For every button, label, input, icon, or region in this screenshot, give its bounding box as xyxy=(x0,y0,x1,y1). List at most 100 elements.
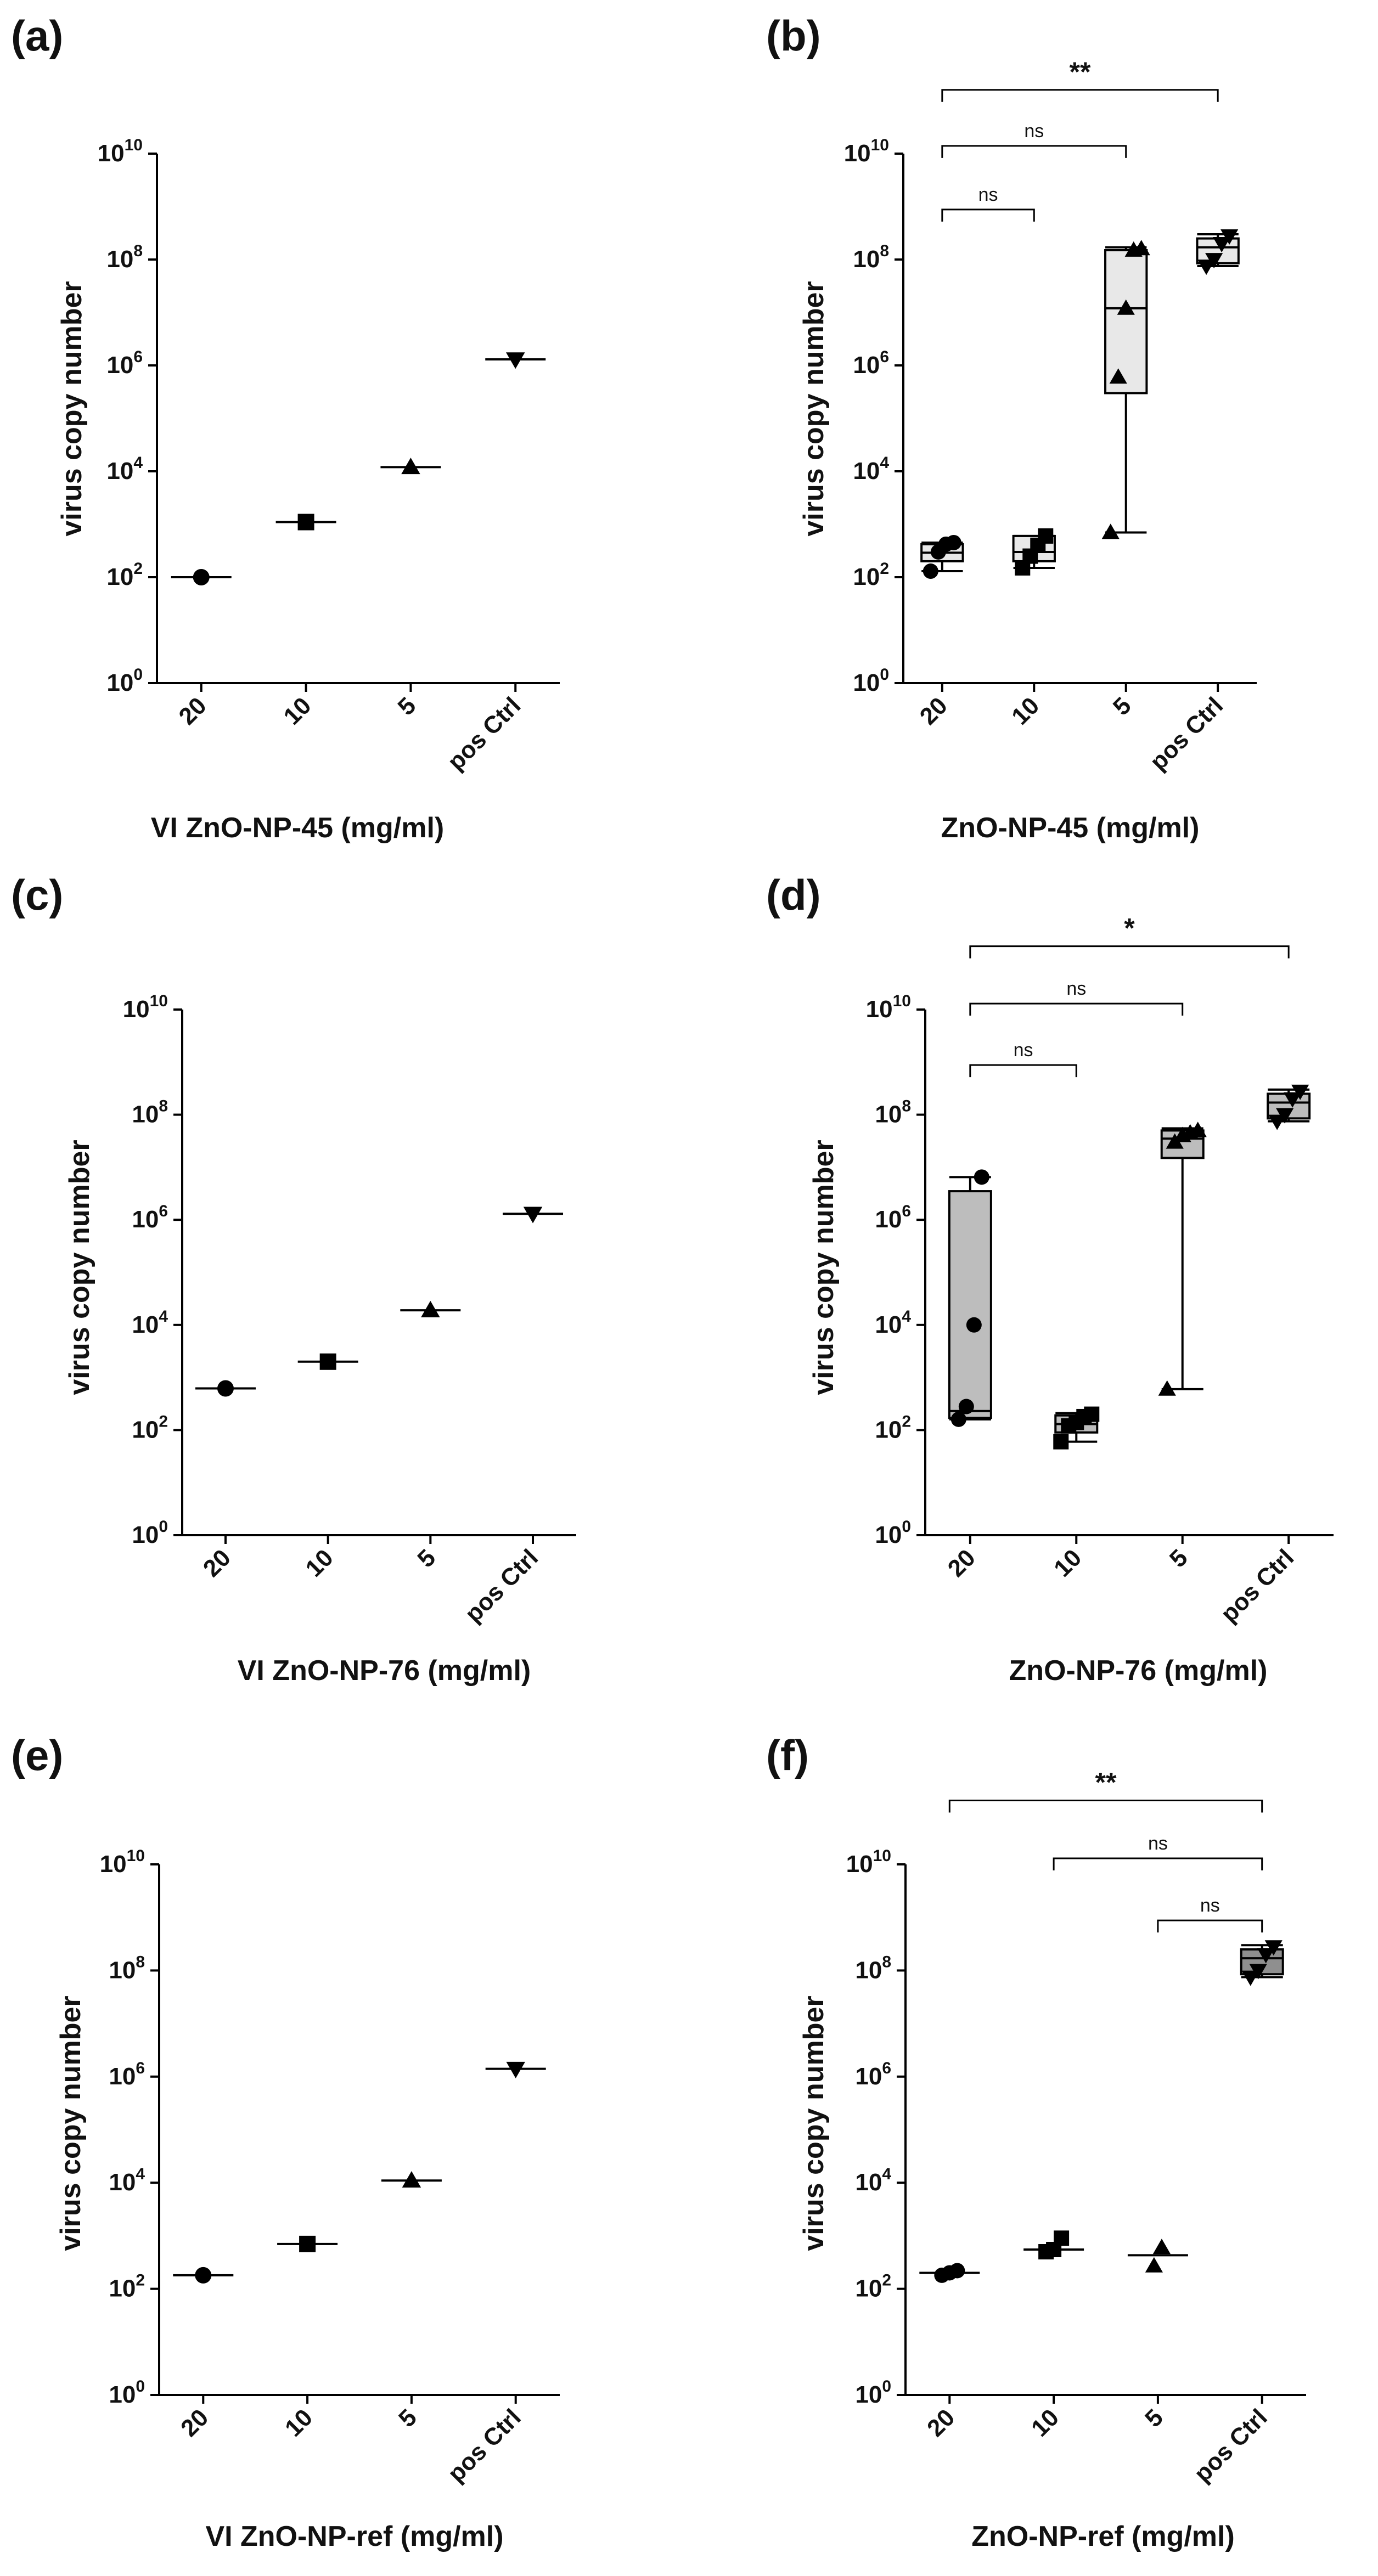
data-point-c xyxy=(523,1207,543,1224)
plot-area-c: 100 102 104 106 108 1010 20 10 5 pos Ctrl xyxy=(123,992,576,1628)
y-axis-label-d: virus copy number xyxy=(808,1140,840,1395)
y-axis-label-c: virus copy number xyxy=(64,1140,95,1395)
x-axis-label-b: ZnO-NP-45 (mg/ml) xyxy=(941,812,1200,844)
y-tick-label-e: 102 xyxy=(109,2271,145,2302)
data-point-e xyxy=(299,2235,316,2252)
data-point-b xyxy=(1132,240,1150,256)
data-point-f xyxy=(1249,1964,1267,1980)
x-tick-label-f: 5 xyxy=(1140,2404,1168,2432)
data-point-d xyxy=(1053,1434,1069,1450)
y-tick-label-b: 106 xyxy=(853,348,889,379)
data-point-b xyxy=(1101,523,1120,539)
data-point-b xyxy=(1109,368,1127,384)
x-tick-label-c: 5 xyxy=(412,1544,441,1572)
y-tick-label-c: 108 xyxy=(132,1097,168,1128)
panel-label-a: (a) xyxy=(11,12,63,60)
y-tick-label-e: 108 xyxy=(109,1953,145,1983)
y-tick-label-f: 108 xyxy=(855,1953,891,1983)
x-tick-label-c: pos Ctrl xyxy=(460,1544,543,1627)
data-point-b xyxy=(1038,528,1054,544)
x-tick-label-e: 5 xyxy=(393,2404,422,2432)
x-tick-label-f: pos Ctrl xyxy=(1189,2404,1273,2487)
panel-label-d: (d) xyxy=(766,871,821,919)
data-point-d xyxy=(966,1317,982,1333)
y-tick-label-a: 102 xyxy=(106,560,143,590)
y-tick-label-d: 100 xyxy=(875,1518,911,1548)
y-tick-label-a: 106 xyxy=(106,348,143,379)
panel-a: (a) VI ZnO-NP-45 (mg/ml) virus copy numb… xyxy=(11,12,560,844)
data-point-b xyxy=(1213,237,1231,253)
panel-b: (b) ZnO-NP-45 (mg/ml) virus copy number … xyxy=(766,12,1257,844)
data-point-d xyxy=(950,1411,966,1427)
significance-bracket-f xyxy=(1157,1919,1263,1933)
data-point-d xyxy=(974,1169,989,1185)
x-tick-label-a: 5 xyxy=(393,692,421,720)
data-point-f xyxy=(1264,1940,1283,1956)
y-tick-label-e: 100 xyxy=(109,2377,145,2408)
x-tick-label-b: 20 xyxy=(915,692,953,730)
significance-label-d: ns xyxy=(1066,978,1086,999)
y-tick-label-f: 102 xyxy=(855,2271,891,2302)
data-point-e xyxy=(402,2171,421,2188)
x-axis-label-f: ZnO-NP-ref (mg/ml) xyxy=(971,2521,1235,2552)
x-tick-label-b: pos Ctrl xyxy=(1145,692,1228,775)
y-tick-label-b: 102 xyxy=(853,560,889,590)
x-tick-label-a: pos Ctrl xyxy=(442,692,526,775)
panel-e: (e) VI ZnO-NP-ref (mg/ml) virus copy num… xyxy=(11,1731,560,2552)
data-point-d xyxy=(1284,1092,1302,1108)
data-point-f xyxy=(1152,2239,1171,2254)
y-tick-label-d: 1010 xyxy=(866,992,911,1023)
x-tick-label-b: 5 xyxy=(1108,692,1137,720)
y-axis-label-b: virus copy number xyxy=(798,281,830,536)
y-axis-label-f: virus copy number xyxy=(798,1996,830,2251)
box-b xyxy=(1104,249,1148,394)
significance-label-f: ns xyxy=(1200,1895,1220,1916)
data-point-a xyxy=(506,352,525,369)
x-tick-label-d: 5 xyxy=(1165,1544,1193,1572)
y-axis-label-a: virus copy number xyxy=(56,281,88,536)
x-tick-label-d: 20 xyxy=(943,1544,981,1582)
x-tick-label-f: 10 xyxy=(1026,2404,1064,2442)
y-tick-label-f: 104 xyxy=(855,2165,891,2196)
data-point-d xyxy=(1158,1380,1176,1396)
x-axis-label-a: VI ZnO-NP-45 (mg/ml) xyxy=(151,812,444,844)
y-tick-label-f: 100 xyxy=(855,2377,891,2408)
y-axis-label-e: virus copy number xyxy=(55,1996,87,2251)
data-point-f xyxy=(949,2263,965,2279)
data-point-c xyxy=(217,1380,234,1397)
y-tick-label-b: 108 xyxy=(853,242,889,273)
data-point-e xyxy=(506,2061,525,2078)
significance-bracket-b xyxy=(941,89,1219,102)
x-tick-label-b: 10 xyxy=(1006,692,1044,730)
panel-label-b: (b) xyxy=(766,12,821,60)
y-tick-label-c: 106 xyxy=(132,1202,168,1233)
x-tick-label-e: 20 xyxy=(176,2404,213,2442)
plot-area-a: 100 102 104 106 108 1010 20 10 5 pos Ctrl xyxy=(98,136,560,776)
y-tick-label-e: 106 xyxy=(109,2059,145,2090)
x-tick-label-d: pos Ctrl xyxy=(1216,1544,1299,1627)
significance-label-b: ** xyxy=(1070,57,1091,87)
data-point-a xyxy=(401,458,420,475)
data-point-c xyxy=(319,1353,336,1370)
data-point-d xyxy=(1276,1108,1294,1124)
data-point-d xyxy=(1268,1114,1286,1130)
panel-c: (c) VI ZnO-NP-76 (mg/ml) virus copy numb… xyxy=(11,871,576,1687)
y-tick-label-e: 1010 xyxy=(100,1847,145,1878)
x-tick-label-f: 20 xyxy=(922,2404,960,2442)
y-tick-label-a: 108 xyxy=(106,242,143,273)
y-tick-label-e: 104 xyxy=(109,2165,145,2196)
y-tick-label-c: 104 xyxy=(132,1307,168,1338)
x-tick-label-c: 20 xyxy=(198,1544,236,1582)
x-axis-label-e: VI ZnO-NP-ref (mg/ml) xyxy=(205,2521,503,2552)
data-point-f xyxy=(1145,2257,1163,2273)
data-point-d xyxy=(1291,1084,1309,1100)
plot-area-d: 100 102 104 106 108 1010 20 10 5 pos Ctrl ns ns * xyxy=(866,913,1334,1628)
x-tick-label-e: pos Ctrl xyxy=(443,2404,526,2487)
significance-label-f: ** xyxy=(1095,1767,1117,1798)
plot-area-f: 100 102 104 106 108 1010 20 10 5 pos Ctrl ns ns ** xyxy=(846,1767,1306,2488)
significance-bracket-b xyxy=(941,145,1127,158)
significance-label-b: ns xyxy=(1024,121,1044,142)
panel-d: (d) ZnO-NP-76 (mg/ml) virus copy number … xyxy=(766,871,1334,1687)
significance-label-d: * xyxy=(1124,913,1135,944)
data-point-b xyxy=(1220,229,1239,245)
